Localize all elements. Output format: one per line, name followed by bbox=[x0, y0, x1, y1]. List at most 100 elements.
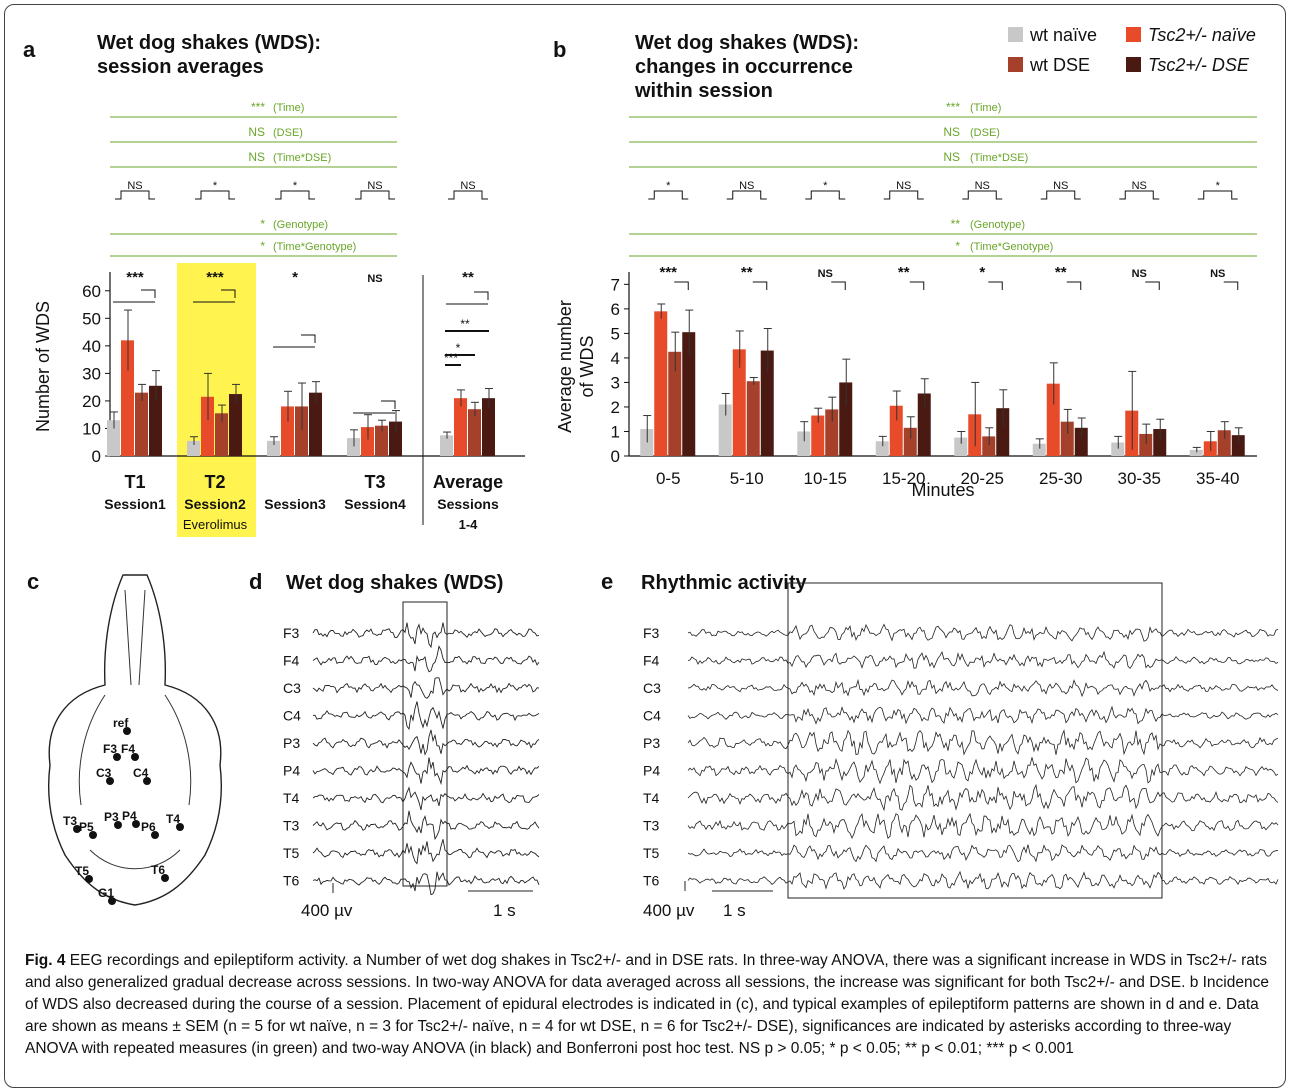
electrode-dot bbox=[85, 875, 93, 883]
group-label: T3 bbox=[364, 472, 385, 492]
bar bbox=[889, 405, 903, 456]
electrode-label: ref bbox=[113, 716, 129, 730]
channel-label: T4 bbox=[283, 790, 300, 806]
panel-b-title: changes in occurrence bbox=[635, 56, 853, 78]
bar bbox=[668, 351, 682, 456]
bar bbox=[295, 406, 308, 456]
genotype-significance: *** bbox=[126, 269, 144, 286]
bar bbox=[375, 425, 388, 456]
electrode-label: G1 bbox=[98, 886, 114, 900]
channel-label: C3 bbox=[643, 680, 661, 696]
bar bbox=[654, 311, 668, 456]
genotype-significance: * bbox=[979, 264, 985, 281]
eeg-trace bbox=[312, 871, 540, 896]
genotype-bracket bbox=[1066, 281, 1082, 290]
stats-significance: NS bbox=[943, 150, 960, 164]
channel-label: F3 bbox=[643, 625, 660, 641]
legend-label: wt DSE bbox=[1029, 55, 1090, 75]
genotype-significance: NS bbox=[1210, 268, 1225, 280]
channel-label: C3 bbox=[283, 680, 301, 696]
group-significance: * bbox=[666, 180, 671, 192]
eeg-trace bbox=[687, 812, 1279, 839]
group-significance: NS bbox=[460, 180, 475, 192]
legend-swatch bbox=[1126, 27, 1141, 42]
y-axis-label: of WDS bbox=[577, 335, 597, 397]
electrode-dot bbox=[113, 753, 121, 761]
channel-label: P4 bbox=[643, 763, 660, 779]
legend-swatch bbox=[1008, 27, 1023, 42]
electrode-label: P3 bbox=[104, 810, 119, 824]
bar bbox=[982, 436, 996, 456]
channel-label: P3 bbox=[283, 735, 300, 751]
channel-label: T3 bbox=[643, 818, 660, 834]
bar bbox=[201, 396, 214, 456]
bar bbox=[839, 382, 853, 456]
electrode-label: T6 bbox=[151, 863, 165, 877]
everolimus-highlight bbox=[177, 263, 256, 537]
eeg-trace bbox=[687, 623, 1279, 642]
electrode-label: C3 bbox=[96, 766, 112, 780]
group-bracket bbox=[195, 190, 235, 200]
skull-drawing bbox=[47, 574, 223, 906]
genotype-significance: ** bbox=[462, 269, 474, 286]
y-tick-label: 7 bbox=[611, 275, 620, 294]
bar bbox=[825, 409, 839, 456]
group-bracket bbox=[115, 190, 155, 200]
group-significance: NS bbox=[739, 180, 754, 192]
stats-label: (DSE) bbox=[273, 127, 303, 139]
group-significance: * bbox=[823, 180, 828, 192]
genotype-significance: *** bbox=[659, 264, 677, 281]
y-axis-label: Average number bbox=[555, 300, 575, 433]
bar bbox=[215, 413, 228, 456]
caption-label: Fig. 4 bbox=[25, 952, 66, 969]
y-tick-label: 20 bbox=[82, 392, 101, 411]
scale-voltage-label: 400 µv bbox=[643, 901, 695, 920]
bar bbox=[746, 381, 760, 456]
panel-c-letter: c bbox=[27, 569, 39, 594]
bar bbox=[1189, 449, 1203, 456]
group-bracket bbox=[355, 190, 395, 200]
bar bbox=[996, 408, 1010, 456]
electrode-label: T4 bbox=[166, 812, 180, 826]
group-sublabel: Session1 bbox=[104, 496, 166, 512]
electrode-label: F3 bbox=[103, 742, 117, 756]
stats-significance: * bbox=[260, 239, 265, 253]
genotype-significance: *** bbox=[206, 269, 224, 286]
group-sublabel: Sessions bbox=[437, 496, 499, 512]
genotype-bracket bbox=[301, 334, 316, 343]
x-tick-label: 5-10 bbox=[730, 469, 764, 488]
bar bbox=[149, 385, 162, 456]
group-bracket bbox=[726, 190, 767, 200]
group-bracket bbox=[648, 190, 689, 200]
group-sublabel: Session4 bbox=[344, 496, 406, 512]
genotype-bracket bbox=[674, 281, 689, 290]
group-significance: NS bbox=[127, 180, 142, 192]
electrode-dot bbox=[132, 820, 140, 828]
channel-label: C4 bbox=[643, 708, 661, 724]
genotype-significance: ** bbox=[1055, 264, 1067, 281]
eeg-trace bbox=[687, 650, 1279, 670]
stats-label: (Time*DSE) bbox=[970, 152, 1028, 164]
eeg-trace bbox=[312, 757, 540, 786]
group-significance: NS bbox=[367, 180, 382, 192]
bar bbox=[229, 394, 242, 456]
bar bbox=[718, 404, 732, 456]
bar bbox=[1032, 443, 1046, 456]
group-significance: NS bbox=[1132, 180, 1147, 192]
bar bbox=[482, 398, 495, 456]
y-tick-label: 3 bbox=[611, 373, 620, 392]
bar bbox=[917, 393, 931, 456]
skull-detail bbox=[78, 589, 192, 870]
group-significance: NS bbox=[1053, 180, 1068, 192]
group-note: 1-4 bbox=[459, 517, 479, 532]
eeg-trace bbox=[687, 844, 1279, 863]
group-note: Everolimus bbox=[183, 517, 248, 532]
stats-significance: NS bbox=[248, 125, 265, 139]
panel-b-title: within session bbox=[634, 80, 773, 102]
electrode-label: P5 bbox=[79, 820, 94, 834]
bar bbox=[797, 431, 811, 456]
electrode-dot bbox=[176, 823, 184, 831]
stats-significance: ** bbox=[951, 217, 961, 231]
y-tick-label: 10 bbox=[82, 419, 101, 438]
y-tick-label: 2 bbox=[611, 398, 620, 417]
